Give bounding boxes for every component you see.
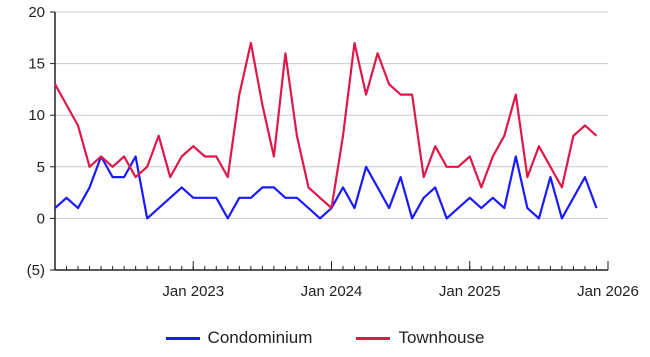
y-tick-label: 10	[28, 107, 45, 124]
x-tick-label: Jan 2024	[301, 283, 363, 300]
y-tick-label: 15	[28, 56, 45, 73]
y-tick-label: 5	[37, 159, 45, 176]
series	[54, 41, 598, 220]
y-tick-label: 20	[28, 4, 45, 21]
y-tick-label: 0	[37, 210, 45, 227]
legend-label-townhouse: Townhouse	[398, 328, 485, 347]
x-tick-label: Jan 2025	[439, 283, 501, 300]
legend-label-condominium: Condominium	[207, 328, 313, 347]
x-tick-label: Jan 2026	[577, 283, 639, 300]
y-tick-label: (5)	[27, 262, 45, 279]
grid	[55, 11, 608, 219]
series-line-condominium	[54, 155, 598, 220]
series-line-townhouse	[54, 41, 598, 210]
legend: Condominium Townhouse	[0, 326, 650, 350]
legend-item-condominium: Condominium	[165, 328, 313, 348]
legend-swatch-townhouse	[356, 336, 391, 340]
legend-swatch-condominium	[165, 336, 200, 340]
axes: 20 15 10 5 0 (5) Jan 2023 Jan 2024 Jan 2025 Jan 2…	[27, 4, 639, 300]
legend-item-townhouse: Townhouse	[356, 328, 484, 348]
x-tick-label: Jan 2023	[162, 283, 224, 300]
